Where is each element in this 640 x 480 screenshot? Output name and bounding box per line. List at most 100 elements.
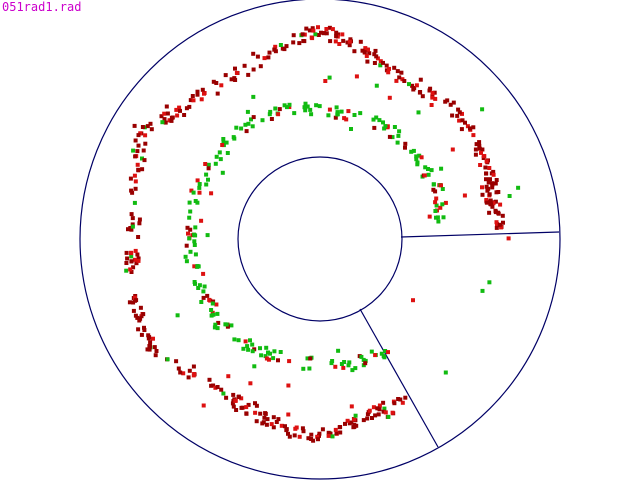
scatter-point bbox=[136, 133, 141, 138]
scatter-point bbox=[186, 231, 190, 236]
scatter-point bbox=[268, 351, 272, 356]
scatter-point bbox=[494, 225, 499, 230]
scatter-point bbox=[301, 366, 306, 371]
scatter-point bbox=[436, 219, 441, 224]
scatter-point bbox=[229, 323, 234, 328]
scatter-point bbox=[399, 70, 404, 75]
scatter-point bbox=[327, 107, 332, 112]
scatter-point bbox=[193, 225, 198, 230]
scatter-point bbox=[234, 70, 239, 75]
scatter-point bbox=[297, 434, 302, 439]
scatter-point bbox=[303, 108, 308, 113]
scatter-point bbox=[329, 361, 334, 366]
scatter-point bbox=[143, 133, 148, 138]
scatter-point bbox=[339, 109, 344, 114]
scatter-point bbox=[474, 142, 479, 147]
scatter-point bbox=[302, 105, 307, 110]
scatter-point bbox=[377, 407, 382, 412]
scatter-point bbox=[178, 370, 183, 375]
scatter-point bbox=[333, 364, 338, 369]
scatter-point bbox=[195, 89, 200, 94]
scatter-point bbox=[246, 72, 251, 77]
scatter-point bbox=[426, 172, 431, 177]
scatter-point bbox=[314, 103, 319, 108]
scatter-point bbox=[223, 73, 228, 78]
scatter-point bbox=[496, 190, 501, 194]
scatter-point bbox=[137, 217, 142, 222]
scatter-point bbox=[267, 357, 271, 362]
scatter-point bbox=[246, 121, 251, 126]
scatter-point bbox=[164, 104, 169, 109]
scatter-point bbox=[272, 349, 277, 354]
scatter-point bbox=[370, 416, 374, 420]
scatter-point bbox=[490, 185, 495, 190]
scatter-point bbox=[206, 166, 211, 171]
scatter-point bbox=[323, 79, 328, 83]
scatter-point bbox=[353, 366, 358, 371]
scatter-point bbox=[352, 49, 357, 54]
scatter-point bbox=[506, 236, 511, 241]
scatter-point bbox=[316, 437, 320, 442]
scatter-point bbox=[272, 47, 277, 52]
scatter-point bbox=[361, 418, 366, 423]
scatter-point bbox=[204, 172, 209, 177]
scatter-point bbox=[301, 39, 306, 43]
scatter-point bbox=[192, 280, 197, 284]
scatter-point bbox=[346, 363, 351, 368]
scatter-point bbox=[199, 97, 204, 102]
scatter-point bbox=[480, 288, 485, 293]
scatter-point bbox=[151, 336, 155, 341]
scatter-point bbox=[484, 177, 488, 182]
scatter-point bbox=[330, 359, 335, 363]
scatter-point bbox=[125, 256, 130, 261]
scatter-point bbox=[479, 150, 483, 155]
scatter-point bbox=[239, 126, 244, 131]
scatter-point bbox=[260, 118, 265, 123]
scatter-point bbox=[374, 83, 379, 88]
scatter-point bbox=[183, 254, 188, 259]
scatter-point bbox=[262, 415, 267, 420]
scatter-point bbox=[134, 261, 139, 266]
scatter-point bbox=[165, 357, 170, 362]
divider-line bbox=[359, 308, 439, 448]
scatter-point bbox=[260, 421, 265, 426]
scatter-point bbox=[135, 162, 140, 167]
scatter-point bbox=[443, 99, 448, 104]
scatter-point bbox=[147, 335, 152, 340]
scatter-point bbox=[207, 377, 212, 382]
scatter-point bbox=[377, 403, 382, 408]
scatter-point bbox=[352, 113, 357, 117]
scatter-point bbox=[225, 324, 230, 329]
scatter-point bbox=[339, 362, 344, 366]
scatter-point bbox=[133, 248, 138, 253]
scatter-point bbox=[191, 98, 196, 103]
scatter-point bbox=[219, 83, 224, 88]
scatter-point bbox=[359, 354, 364, 359]
scatter-point bbox=[439, 183, 443, 188]
scatter-point bbox=[516, 185, 521, 190]
scatter-point bbox=[392, 401, 397, 406]
scatter-point bbox=[477, 143, 482, 148]
scatter-point bbox=[480, 107, 485, 112]
scatter-point bbox=[340, 32, 345, 37]
scatter-point bbox=[251, 51, 256, 56]
scatter-point bbox=[246, 347, 251, 352]
scatter-point bbox=[411, 298, 415, 303]
scatter-point bbox=[214, 154, 219, 159]
scatter-point bbox=[456, 107, 461, 112]
scatter-point bbox=[455, 113, 460, 118]
scatter-point bbox=[174, 359, 179, 364]
scatter-point bbox=[187, 368, 192, 373]
scatter-point bbox=[187, 215, 192, 220]
scatter-point bbox=[403, 395, 408, 400]
scatter-point bbox=[319, 30, 323, 35]
scatter-point bbox=[201, 295, 206, 300]
scatter-point bbox=[229, 77, 234, 82]
scatter-point bbox=[221, 137, 226, 141]
scatter-point bbox=[302, 32, 307, 37]
scatter-point bbox=[478, 163, 483, 167]
scatter-point bbox=[484, 198, 489, 202]
scatter-point bbox=[192, 264, 197, 269]
scatter-point bbox=[129, 270, 134, 274]
scatter-point bbox=[364, 54, 369, 58]
